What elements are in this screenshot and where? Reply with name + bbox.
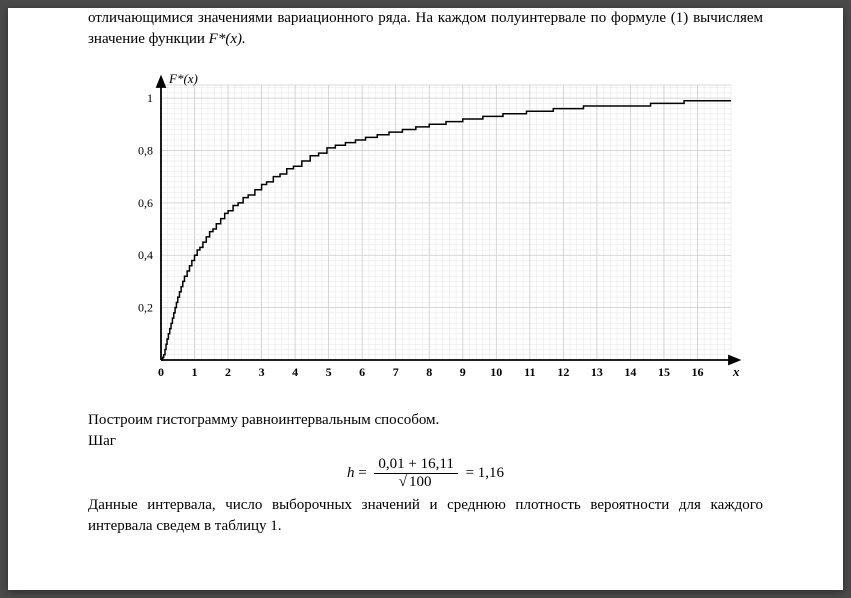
svg-text:4: 4 — [292, 365, 298, 379]
svg-text:0: 0 — [158, 365, 164, 379]
formula-fraction: 0,01 + 16,11 100 — [374, 456, 457, 491]
ecdf-chart: 0123456789101112131415160,20,40,60,81xF*… — [106, 65, 746, 395]
paragraph-1-fn: F*(x). — [209, 31, 246, 47]
formula-radicand: 100 — [407, 473, 434, 490]
svg-text:16: 16 — [691, 365, 703, 379]
formula-h: h = 0,01 + 16,11 100 = 1,16 — [88, 456, 763, 491]
svg-text:12: 12 — [557, 365, 569, 379]
document-page: отличающимися значениями вариационного р… — [8, 8, 843, 590]
svg-text:0,4: 0,4 — [138, 248, 153, 262]
formula-result: = 1,16 — [466, 465, 504, 481]
paragraph-2: Построим гистограмму равноинтервальным с… — [88, 410, 763, 431]
svg-text:15: 15 — [657, 365, 669, 379]
svg-text:10: 10 — [490, 365, 502, 379]
svg-text:1: 1 — [147, 91, 153, 105]
svg-text:0,2: 0,2 — [138, 301, 153, 315]
formula-eq: = — [358, 465, 366, 481]
svg-text:14: 14 — [624, 365, 636, 379]
svg-text:1: 1 — [191, 365, 197, 379]
paragraph-4: Данные интервала, число выборочных значе… — [88, 495, 763, 537]
svg-text:11: 11 — [524, 365, 535, 379]
svg-text:0,6: 0,6 — [138, 196, 153, 210]
svg-text:8: 8 — [426, 365, 432, 379]
svg-text:3: 3 — [258, 365, 264, 379]
chart-container: 0123456789101112131415160,20,40,60,81xF*… — [88, 65, 763, 395]
sqrt-icon: 100 — [399, 474, 434, 491]
svg-text:0,8: 0,8 — [138, 143, 153, 157]
svg-text:7: 7 — [392, 365, 398, 379]
svg-text:9: 9 — [459, 365, 465, 379]
svg-text:5: 5 — [325, 365, 331, 379]
svg-text:F*(x): F*(x) — [168, 71, 198, 86]
paragraph-1-text: отличающимися значениями вариационного р… — [88, 10, 763, 47]
paragraph-3: Шаг — [88, 431, 763, 452]
formula-num: 0,01 + 16,11 — [374, 456, 457, 474]
svg-text:2: 2 — [225, 365, 231, 379]
svg-text:x: x — [732, 364, 740, 379]
formula-den: 100 — [374, 474, 457, 491]
svg-text:13: 13 — [590, 365, 602, 379]
paragraph-1: отличающимися значениями вариационного р… — [88, 8, 763, 50]
formula-var: h — [347, 465, 355, 481]
svg-text:6: 6 — [359, 365, 365, 379]
